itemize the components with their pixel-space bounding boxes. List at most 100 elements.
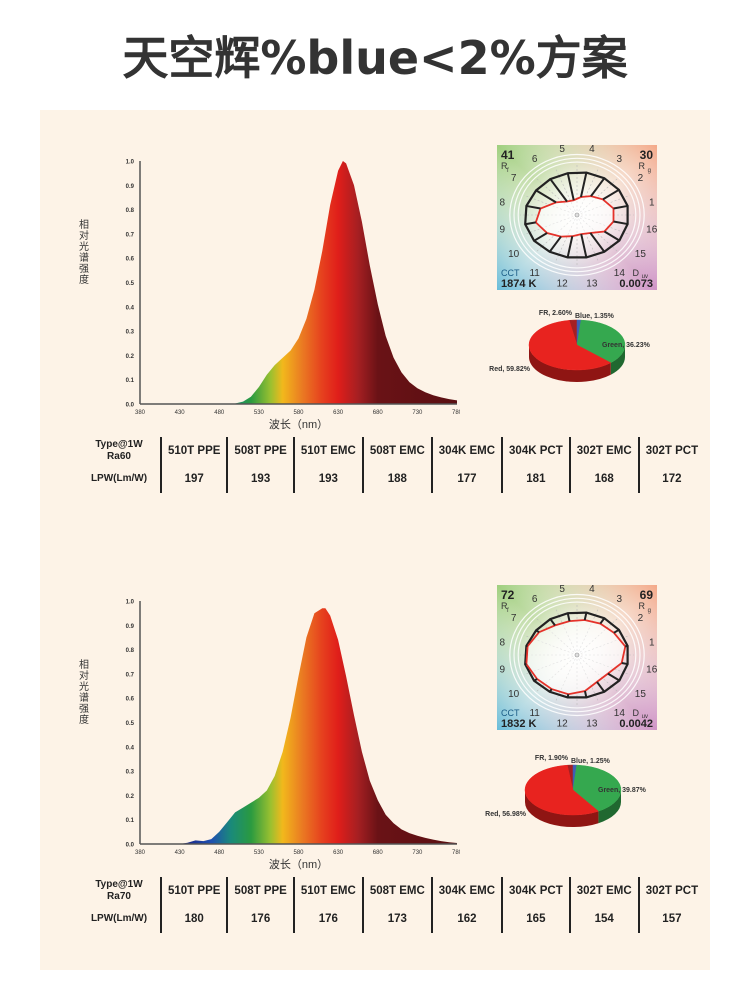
spectrum-area (140, 608, 457, 844)
pie-label-red: Red, 56.98% (485, 811, 527, 818)
cri-shift-bar (566, 235, 574, 258)
x-tick-label: 630 (333, 850, 344, 856)
y-axis-label-char: 光 (79, 680, 89, 693)
cri-shift-bar (535, 189, 557, 204)
x-axis-label: 波长（nm） (269, 418, 328, 431)
column-header: 304K EMC (430, 877, 503, 905)
column-header: 304K EMC (430, 437, 503, 465)
duv-value: 0.0042 (619, 718, 653, 730)
cri-axis-label: 8 (499, 198, 505, 209)
cri-axis-label: 1 (649, 198, 655, 209)
y-axis-label-char: 谱 (79, 691, 89, 704)
lpw-cell: 176 (292, 905, 363, 933)
column-header: 302T PCT (637, 877, 705, 905)
pie-label-fr: FR, 2.60% (539, 310, 573, 317)
column-header: 508T PPE (226, 877, 294, 905)
cri-reference-ring (509, 153, 645, 277)
lpw-table-ra70: Type@1W Ra70 510T PPE 508T PPE 510T EMC 5… (78, 877, 705, 933)
rg-label: R (639, 161, 646, 171)
cri-axis-label: 12 (557, 718, 569, 729)
cri-test-polygon (525, 619, 627, 696)
y-tick-label: 0.4 (126, 305, 135, 311)
y-tick-label: 0.6 (126, 257, 135, 263)
cri-axis-label: 13 (586, 718, 598, 729)
rf-value: 72 (501, 588, 515, 602)
cri-axis-label: 3 (617, 594, 623, 605)
row-header-ra-text: Ra70 (107, 891, 131, 902)
y-tick-label: 0.7 (126, 232, 135, 238)
cri-axis-label: 4 (589, 145, 595, 155)
cri-reference-ring (517, 601, 637, 709)
cri-axis-label: 10 (508, 689, 520, 700)
x-tick-label: 630 (333, 410, 344, 416)
cri-shift-bar (603, 230, 620, 242)
cri-shift-bar (580, 233, 588, 258)
lpw-cell: 168 (568, 465, 639, 493)
cri-axis-label: 16 (646, 664, 657, 675)
y-axis-label-char: 强 (79, 263, 89, 275)
cri-axis-label: 3 (617, 154, 623, 165)
y-axis-label-char: 度 (79, 713, 89, 726)
cri-shift-bar (566, 172, 575, 201)
x-tick-label: 730 (412, 410, 423, 416)
lpw-cell: 176 (226, 905, 294, 933)
rf-subscript: f (507, 608, 509, 614)
x-tick-label: 380 (135, 850, 146, 856)
x-tick-label: 530 (254, 850, 265, 856)
y-tick-label: 0.1 (126, 378, 135, 384)
cri-shift-bar (548, 688, 553, 693)
cri-center-marker (574, 652, 580, 658)
content-panel: 0.0 0.1 0.2 0.3 0.4 0.5 0.6 0.7 0.8 0.9 1.0 380 430 4… (40, 110, 710, 970)
cri-axis-label: 6 (532, 594, 538, 605)
spectrum-chart-ra70: 0.0 0.1 0.2 0.3 0.4 0.5 0.6 0.7 0.8 0.9 1.0 380 430 4… (79, 600, 460, 872)
pie-slice-side (529, 345, 611, 382)
cri-shift-bar (549, 178, 568, 203)
duv-label: D (633, 268, 640, 278)
pie-label-blue: Blue, 1.35% (575, 313, 615, 320)
table-row-type: Type@1W Ra70 510T PPE 508T PPE 510T EMC 5… (78, 877, 705, 905)
lpw-cell: 193 (226, 465, 294, 493)
pie-chart-ra70: FR, 1.90% Blue, 1.25% Green, 39.87% Red, 56… (485, 755, 647, 827)
pie-slice-side (610, 345, 625, 375)
cri-axis-label: 15 (635, 689, 647, 700)
cri-axis-label: 2 (638, 173, 644, 184)
cri-shift-bar (590, 177, 606, 197)
row-header-type-text: Type@1W (95, 879, 143, 890)
y-tick-label: 0.0 (126, 843, 135, 849)
y-axis-label-char: 度 (79, 273, 89, 286)
cri-shift-bar (613, 204, 628, 210)
cri-shift-bar (621, 662, 628, 666)
cri-shift-bar (525, 221, 536, 226)
rg-label: R (639, 601, 646, 611)
cri-reference-ring (513, 597, 641, 713)
column-header: 302T EMC (568, 877, 639, 905)
column-header: 510T EMC (292, 877, 363, 905)
table-row-lpw: LPW(Lm/W) 197 193 193 188 177 181 168 17… (78, 465, 705, 493)
duv-label: D (633, 708, 640, 718)
duv-value: 0.0073 (619, 278, 653, 290)
cri-reference-ring (509, 593, 645, 717)
lpw-cell: 180 (159, 905, 228, 933)
cri-shift-bar (548, 235, 562, 253)
cct-label: CCT (501, 708, 520, 718)
cri-reference-ring (517, 161, 637, 269)
cri-axis-label: 1 (649, 638, 655, 649)
cri-shift-bar (583, 612, 588, 621)
pie-label-fr: FR, 1.90% (535, 755, 569, 762)
cri-axis-label: 7 (511, 173, 517, 184)
page-title: 天空辉%blue<2%方案 (122, 31, 628, 85)
cri-axis-label: 5 (559, 145, 565, 155)
column-header: 510T PPE (159, 877, 228, 905)
rg-subscript: g (648, 608, 651, 614)
lpw-cell: 197 (159, 465, 228, 493)
cri-axis-label: 14 (614, 268, 626, 279)
lpw-cell: 173 (361, 905, 432, 933)
x-tick-label: 580 (293, 850, 304, 856)
pie-slice-red (528, 320, 612, 371)
y-tick-label: 0.9 (126, 184, 135, 190)
cri-axis-label: 7 (511, 613, 517, 624)
column-header: 508T PPE (226, 437, 294, 465)
lpw-cell: 172 (637, 465, 705, 493)
x-axis-label: 波长（nm） (269, 858, 328, 871)
